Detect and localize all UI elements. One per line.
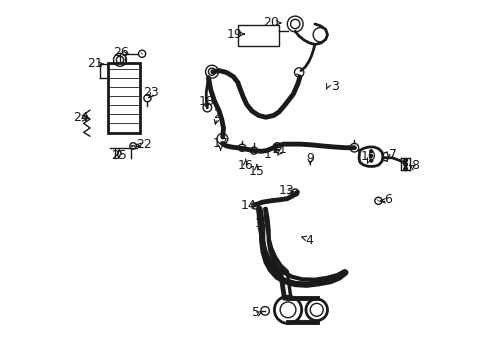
Text: 15: 15	[249, 165, 265, 177]
Bar	[238, 25, 279, 46]
Circle shape	[404, 163, 408, 166]
Circle shape	[404, 158, 408, 162]
Text: 10: 10	[361, 150, 377, 163]
Text: 23: 23	[143, 86, 159, 99]
Text: 24: 24	[73, 111, 89, 124]
Text: 6: 6	[385, 193, 392, 206]
Text: 19: 19	[226, 28, 242, 41]
Text: 16: 16	[238, 159, 254, 172]
Text: 2: 2	[213, 108, 221, 121]
Text: 3: 3	[331, 80, 339, 93]
Text: 18: 18	[198, 95, 215, 108]
Text: 13: 13	[278, 184, 294, 197]
Text: 4: 4	[306, 234, 314, 247]
Text: 5: 5	[252, 306, 260, 319]
Text: 12: 12	[254, 216, 270, 230]
Text: 8: 8	[411, 159, 419, 172]
Bar	[108, 63, 140, 134]
Circle shape	[370, 154, 373, 157]
Text: 26: 26	[113, 46, 128, 59]
Text: 25: 25	[112, 149, 127, 162]
Text: 1: 1	[263, 148, 271, 161]
Circle shape	[370, 159, 373, 162]
Text: 22: 22	[136, 138, 152, 150]
Text: 17: 17	[213, 137, 228, 150]
Circle shape	[404, 167, 408, 171]
Text: 7: 7	[389, 148, 397, 161]
Circle shape	[370, 150, 373, 153]
Text: 9: 9	[306, 152, 314, 165]
Text: 11: 11	[271, 143, 287, 156]
Text: 20: 20	[263, 16, 279, 29]
Text: 14: 14	[241, 199, 256, 212]
Text: 21: 21	[87, 57, 103, 70]
